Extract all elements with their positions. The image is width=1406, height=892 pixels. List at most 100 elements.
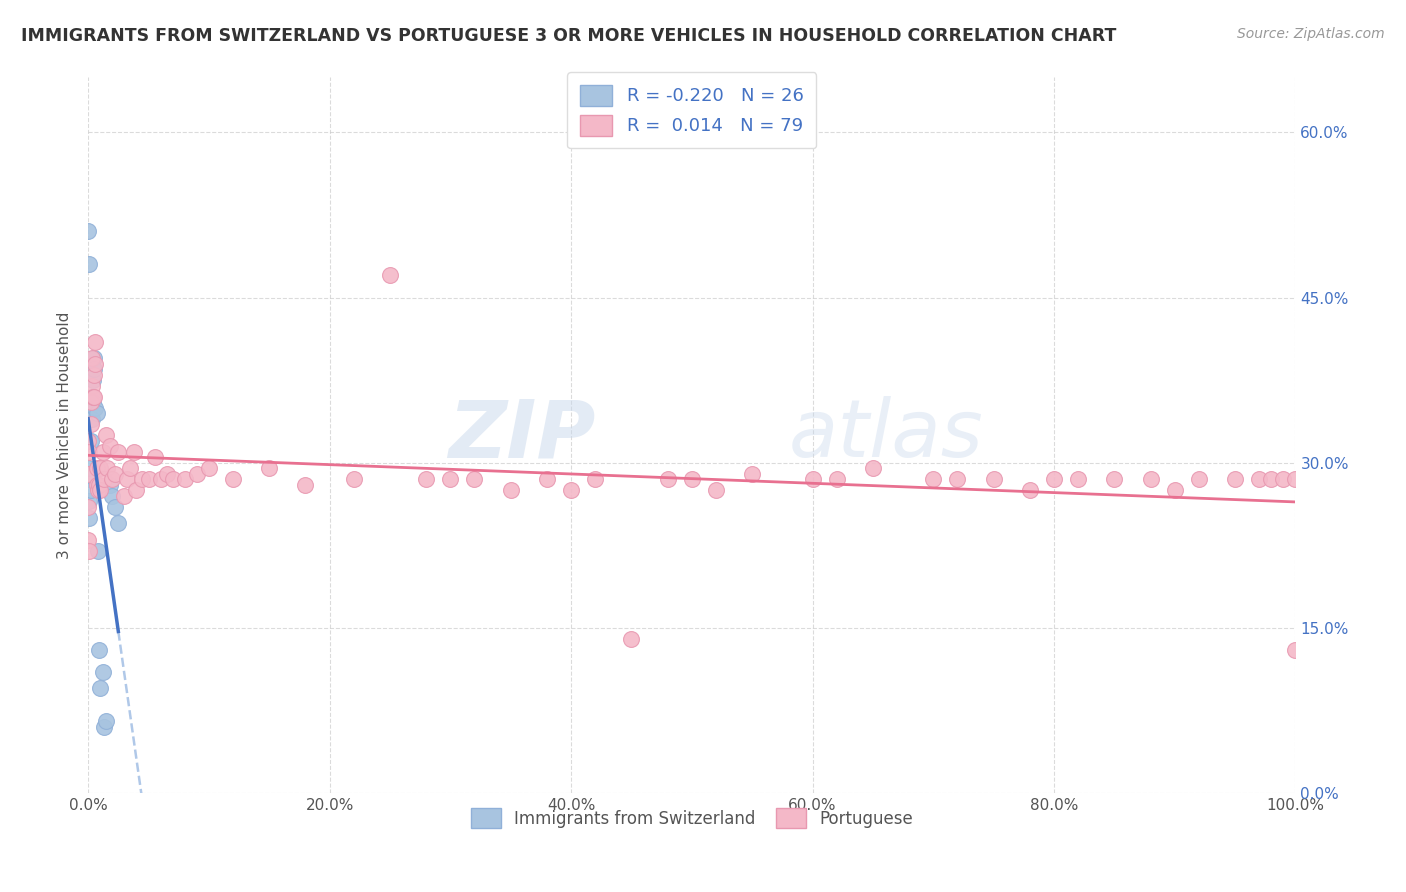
Point	[96, 714, 118, 728]
Point	[125, 483, 148, 497]
Point	[101, 472, 124, 486]
Point	[1284, 642, 1306, 657]
Point	[77, 472, 100, 486]
Point	[89, 483, 111, 497]
Point	[82, 373, 104, 387]
Point	[83, 362, 105, 376]
Point	[257, 461, 280, 475]
Point	[294, 477, 316, 491]
Point	[122, 444, 145, 458]
Point	[115, 472, 138, 486]
Point	[80, 390, 103, 404]
Point	[499, 483, 522, 497]
Point	[1139, 472, 1161, 486]
Point	[93, 472, 115, 486]
Point	[1067, 472, 1090, 486]
Point	[84, 334, 107, 349]
Point	[93, 720, 115, 734]
Point	[87, 543, 110, 558]
Point	[77, 225, 100, 239]
Point	[704, 483, 727, 497]
Point	[77, 533, 100, 547]
Point	[79, 258, 101, 272]
Point	[77, 434, 100, 448]
Point	[86, 461, 108, 475]
Point	[86, 406, 108, 420]
Point	[186, 467, 208, 481]
Point	[82, 390, 104, 404]
Point	[84, 401, 107, 415]
Text: ZIP: ZIP	[449, 396, 595, 474]
Point	[79, 444, 101, 458]
Point	[86, 477, 108, 491]
Point	[82, 395, 104, 409]
Point	[79, 483, 101, 497]
Point	[107, 444, 129, 458]
Point	[162, 472, 184, 486]
Point	[83, 368, 105, 382]
Point	[536, 472, 558, 486]
Point	[1188, 472, 1211, 486]
Point	[343, 472, 366, 486]
Point	[80, 378, 103, 392]
Point	[98, 439, 121, 453]
Point	[120, 461, 142, 475]
Point	[77, 467, 100, 481]
Point	[80, 351, 103, 365]
Point	[922, 472, 945, 486]
Point	[1043, 472, 1066, 486]
Point	[1223, 472, 1246, 486]
Point	[156, 467, 179, 481]
Point	[96, 461, 118, 475]
Point	[79, 494, 101, 508]
Point	[104, 467, 127, 481]
Text: atlas: atlas	[789, 396, 983, 474]
Point	[107, 516, 129, 530]
Point	[112, 489, 135, 503]
Point	[1260, 472, 1282, 486]
Point	[83, 351, 105, 365]
Text: Source: ZipAtlas.com: Source: ZipAtlas.com	[1237, 27, 1385, 41]
Point	[79, 543, 101, 558]
Point	[98, 477, 121, 491]
Point	[946, 472, 969, 486]
Point	[173, 472, 195, 486]
Point	[104, 500, 127, 514]
Point	[681, 472, 703, 486]
Point	[801, 472, 824, 486]
Point	[862, 461, 884, 475]
Point	[138, 472, 160, 486]
Point	[415, 472, 437, 486]
Point	[87, 642, 110, 657]
Point	[84, 357, 107, 371]
Point	[80, 411, 103, 425]
Point	[583, 472, 606, 486]
Point	[83, 390, 105, 404]
Point	[439, 472, 461, 486]
Point	[741, 467, 763, 481]
Point	[560, 483, 582, 497]
Y-axis label: 3 or more Vehicles in Household: 3 or more Vehicles in Household	[58, 311, 72, 558]
Point	[131, 472, 153, 486]
Point	[89, 461, 111, 475]
Point	[79, 395, 101, 409]
Point	[89, 681, 111, 695]
Point	[222, 472, 245, 486]
Point	[91, 444, 114, 458]
Point	[657, 472, 679, 486]
Point	[825, 472, 848, 486]
Point	[143, 450, 166, 464]
Point	[77, 461, 100, 475]
Text: IMMIGRANTS FROM SWITZERLAND VS PORTUGUESE 3 OR MORE VEHICLES IN HOUSEHOLD CORREL: IMMIGRANTS FROM SWITZERLAND VS PORTUGUES…	[21, 27, 1116, 45]
Point	[198, 461, 221, 475]
Point	[149, 472, 172, 486]
Point	[1104, 472, 1126, 486]
Point	[463, 472, 485, 486]
Point	[87, 477, 110, 491]
Point	[983, 472, 1005, 486]
Point	[1249, 472, 1271, 486]
Point	[79, 417, 101, 431]
Point	[378, 268, 401, 283]
Point	[620, 632, 643, 646]
Legend: Immigrants from Switzerland, Portuguese: Immigrants from Switzerland, Portuguese	[464, 802, 920, 834]
